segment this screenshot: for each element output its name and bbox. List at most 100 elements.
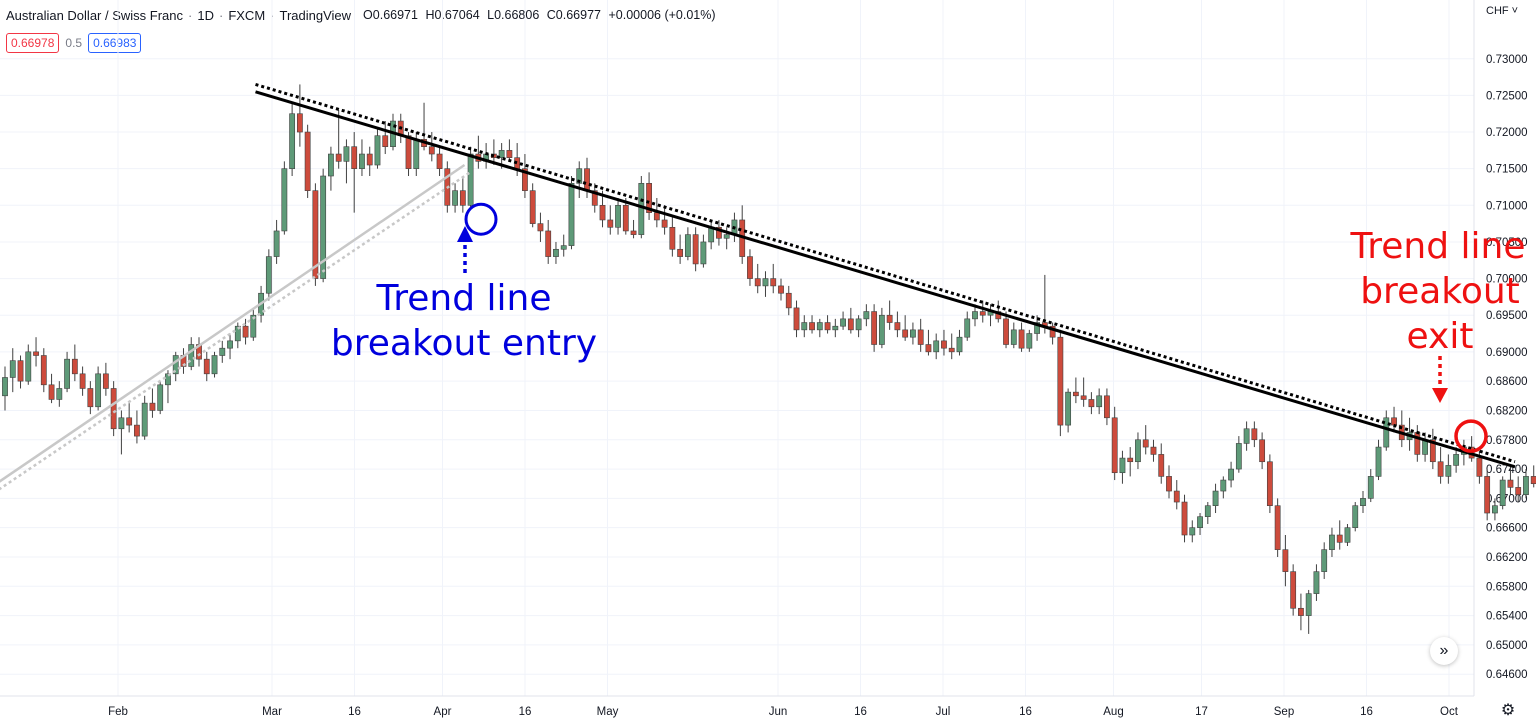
trend-line[interactable]	[255, 82, 1516, 464]
candle-body	[366, 153, 373, 166]
candle-body	[1507, 479, 1514, 488]
candle-body	[227, 340, 233, 349]
candle-body	[1142, 439, 1149, 448]
candle	[343, 139, 350, 184]
y-tick-label: 0.72500	[1486, 90, 1528, 102]
candle-body	[436, 153, 443, 169]
time-axis: Feb Mar 16 Apr 16 May Jun 16 Jul 16 Aug 17 Sep 16 Oct	[108, 706, 1459, 718]
candle	[1088, 392, 1095, 415]
candle-body	[126, 417, 133, 426]
candle	[1445, 454, 1452, 484]
candle-body	[165, 373, 171, 386]
candle	[878, 307, 885, 349]
candle-body	[770, 278, 777, 287]
trend-line[interactable]	[0, 163, 466, 506]
candle-body	[304, 131, 311, 191]
candle	[1360, 491, 1366, 514]
candle	[149, 388, 156, 418]
candle	[948, 333, 955, 360]
candle	[1437, 447, 1444, 484]
y-tick-label: 0.71000	[1486, 200, 1528, 212]
candle	[203, 351, 210, 382]
exit-label-line2: breakout	[1360, 271, 1520, 312]
currency-unit-label: CHF	[1486, 5, 1509, 17]
interval-label[interactable]: 1D	[197, 7, 214, 23]
candle-body	[684, 234, 691, 257]
candle-body	[428, 146, 435, 155]
candle-body	[250, 314, 257, 338]
candle	[785, 285, 792, 316]
candle-body	[1530, 476, 1536, 485]
candle	[312, 183, 319, 286]
currency-unit-selector[interactable]: CHF ˅	[1486, 5, 1518, 17]
candle	[576, 161, 583, 198]
candle-body	[925, 344, 932, 353]
candle-body	[1235, 443, 1242, 470]
x-tick-label: Feb	[108, 706, 128, 718]
candle-body	[1220, 479, 1227, 492]
candle	[933, 333, 940, 360]
candle	[1119, 450, 1126, 484]
candle	[64, 351, 70, 393]
candle-body	[716, 226, 722, 239]
candle-body	[157, 384, 164, 411]
candle-body	[553, 248, 559, 257]
candle-body	[452, 190, 458, 206]
y-tick-label: 0.69500	[1486, 310, 1528, 322]
sell-price-button[interactable]: 0.66978	[6, 33, 60, 53]
candle	[886, 300, 893, 330]
x-tick-label: 16	[854, 706, 867, 718]
candle	[1189, 520, 1196, 543]
candle	[17, 355, 24, 389]
candle	[669, 216, 676, 257]
candle-body	[1336, 534, 1343, 543]
candle-body	[886, 314, 893, 323]
close-value: C0.66977	[546, 8, 601, 22]
candle-body	[64, 358, 70, 389]
candle-body	[87, 388, 94, 408]
candle-body	[545, 230, 552, 257]
candle-body	[653, 212, 660, 221]
candle-body	[1049, 325, 1056, 338]
symbol-name[interactable]: Australian Dollar / Swiss Franc	[6, 7, 183, 23]
candle	[506, 139, 513, 162]
exit-arrow-head	[1432, 388, 1448, 403]
exit-label-line1: Trend line	[1350, 226, 1526, 267]
candle	[110, 381, 117, 437]
candle	[553, 241, 559, 264]
candle	[9, 348, 16, 393]
candle-body	[234, 325, 241, 342]
candle	[545, 219, 552, 264]
chart-settings-button[interactable]: ⚙	[1499, 701, 1517, 719]
candle	[987, 304, 994, 327]
buy-price-button[interactable]: 0.66983	[88, 33, 142, 53]
candle-body	[1383, 417, 1390, 448]
candle-body	[1228, 468, 1234, 481]
candle	[102, 362, 109, 396]
candle-body	[1453, 454, 1460, 466]
candle	[622, 197, 629, 235]
candle	[979, 300, 986, 323]
candle	[917, 318, 924, 352]
candle	[428, 132, 435, 162]
chevron-down-icon: ˅	[1508, 5, 1519, 17]
candle	[242, 318, 249, 345]
candle-body	[149, 402, 156, 411]
x-tick-label: Aug	[1103, 706, 1123, 718]
candle-body	[95, 373, 102, 408]
candle	[126, 403, 133, 433]
candle	[1507, 465, 1514, 495]
candle	[1072, 377, 1079, 404]
scroll-to-realtime-button[interactable]: »	[1430, 637, 1458, 665]
candle-body	[71, 358, 78, 375]
candlesticks	[2, 84, 1536, 634]
trend-line[interactable]	[255, 90, 1516, 469]
candle-body	[591, 190, 598, 206]
candle	[529, 183, 536, 228]
candle-body	[1484, 476, 1491, 514]
candle-body	[1274, 505, 1281, 550]
candle	[793, 300, 800, 338]
candle	[328, 146, 334, 191]
candle-body	[320, 175, 327, 279]
